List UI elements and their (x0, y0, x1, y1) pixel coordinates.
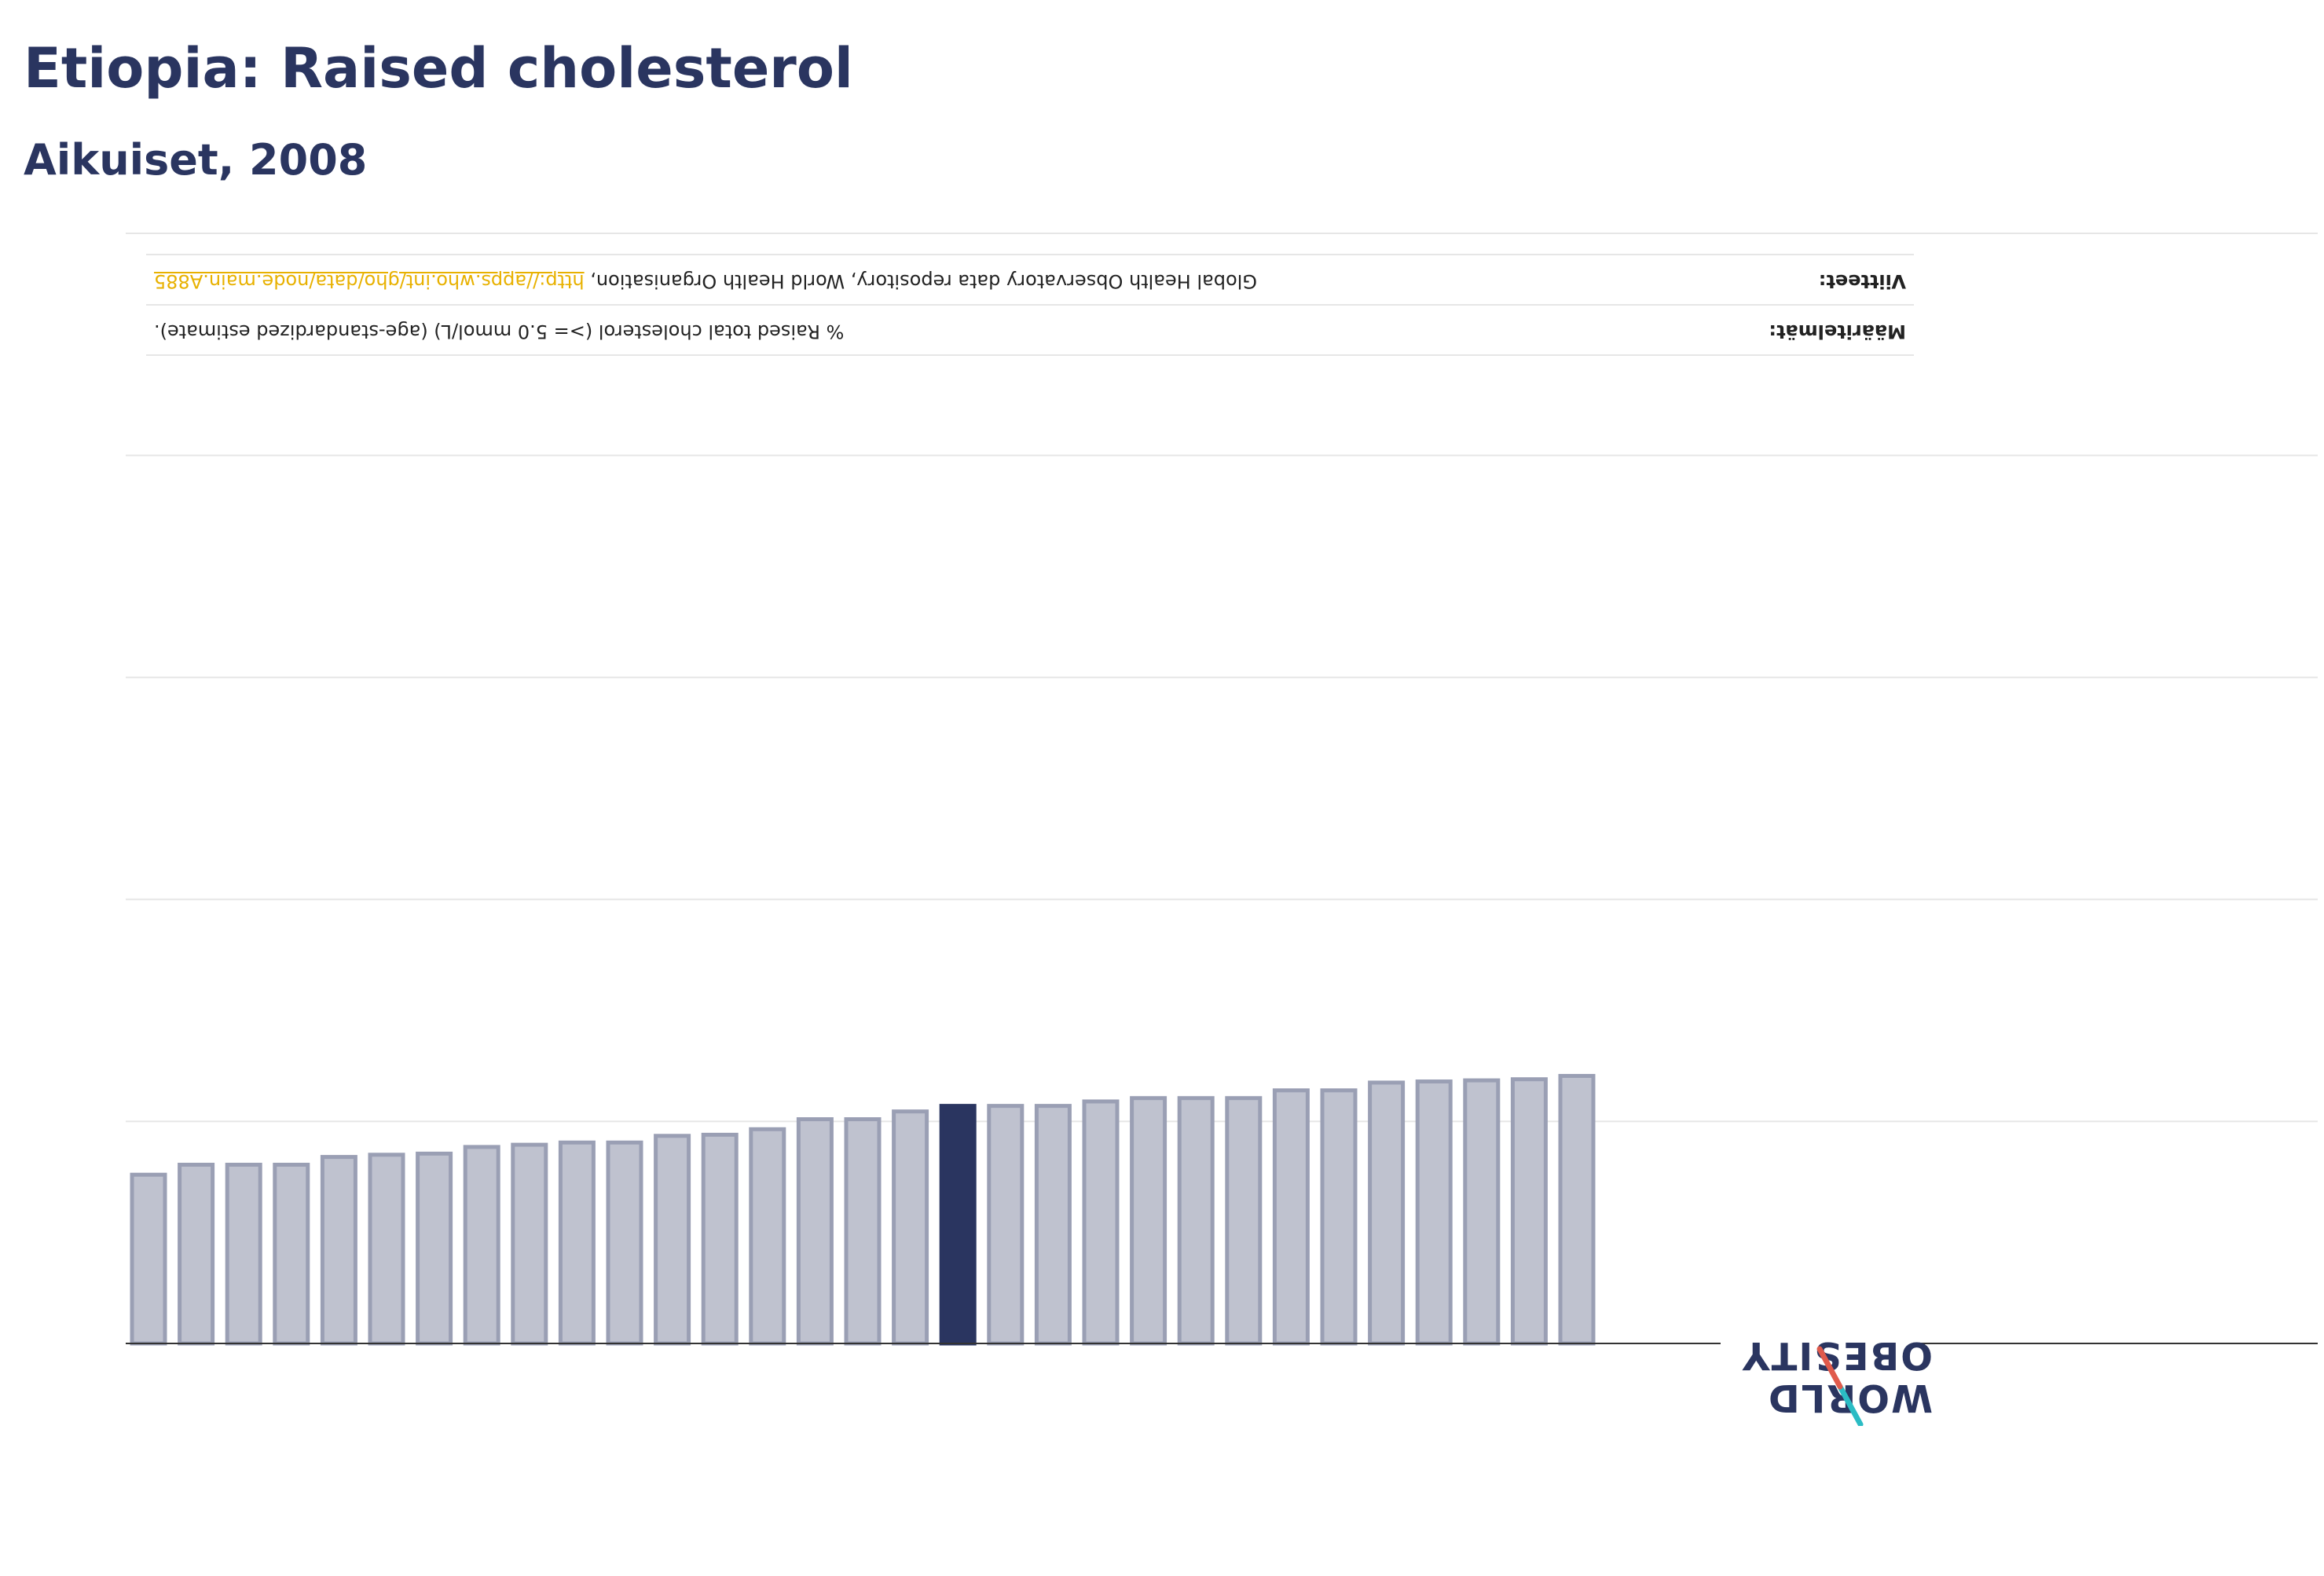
bar (987, 1104, 1025, 1346)
bar (1225, 1096, 1263, 1346)
bar (511, 1142, 548, 1346)
info-table: Määritelmät: % Raised total cholesterol … (146, 254, 1914, 356)
bar (1415, 1079, 1453, 1346)
bars (130, 1073, 1596, 1346)
bar (273, 1163, 310, 1346)
bar (178, 1163, 215, 1346)
source-text: Global Health Observatory data repositor… (584, 270, 1257, 292)
bar (1320, 1088, 1358, 1346)
bar (1510, 1077, 1548, 1346)
bar (654, 1134, 691, 1346)
bar (225, 1163, 262, 1346)
page-subtitle: Aikuiset, 2008 (24, 135, 368, 185)
bar (368, 1153, 405, 1346)
bar (1558, 1073, 1596, 1346)
source-row: Viitteet: Global Health Observatory data… (146, 254, 1914, 306)
bar (463, 1145, 500, 1346)
bar (1130, 1096, 1167, 1346)
bar (1463, 1078, 1501, 1346)
bar (416, 1151, 453, 1346)
bar (701, 1132, 739, 1346)
logo-slash-icon (1816, 1346, 1864, 1426)
bar (320, 1155, 357, 1346)
definition-value: % Raised total cholesterol (>= 5.0 mmol/… (154, 321, 845, 343)
world-obesity-logo: WORLD OBESITY (1697, 1316, 1933, 1426)
bar (1034, 1104, 1072, 1346)
definition-label: Määritelmät: (1769, 321, 1906, 343)
page-title: Etiopia: Raised cholesterol (24, 36, 853, 101)
bar (749, 1127, 786, 1346)
bar (130, 1172, 167, 1346)
bar (1177, 1096, 1215, 1346)
bar (892, 1109, 929, 1346)
source-link[interactable]: http://apps.who.int/gho/data/node.main.A… (154, 270, 585, 292)
definition-row: Määritelmät: % Raised total cholesterol … (146, 306, 1914, 356)
bar (1368, 1080, 1406, 1346)
bar-highlighted (939, 1104, 977, 1346)
bar (1082, 1099, 1120, 1346)
source-value: Global Health Observatory data repositor… (154, 270, 1257, 292)
bar (1272, 1088, 1310, 1346)
bar (558, 1140, 596, 1346)
bar (796, 1117, 834, 1346)
grid-lines (126, 233, 2318, 1123)
source-label: Viitteet: (1818, 270, 1906, 292)
bar (844, 1117, 882, 1346)
bar (606, 1140, 643, 1346)
